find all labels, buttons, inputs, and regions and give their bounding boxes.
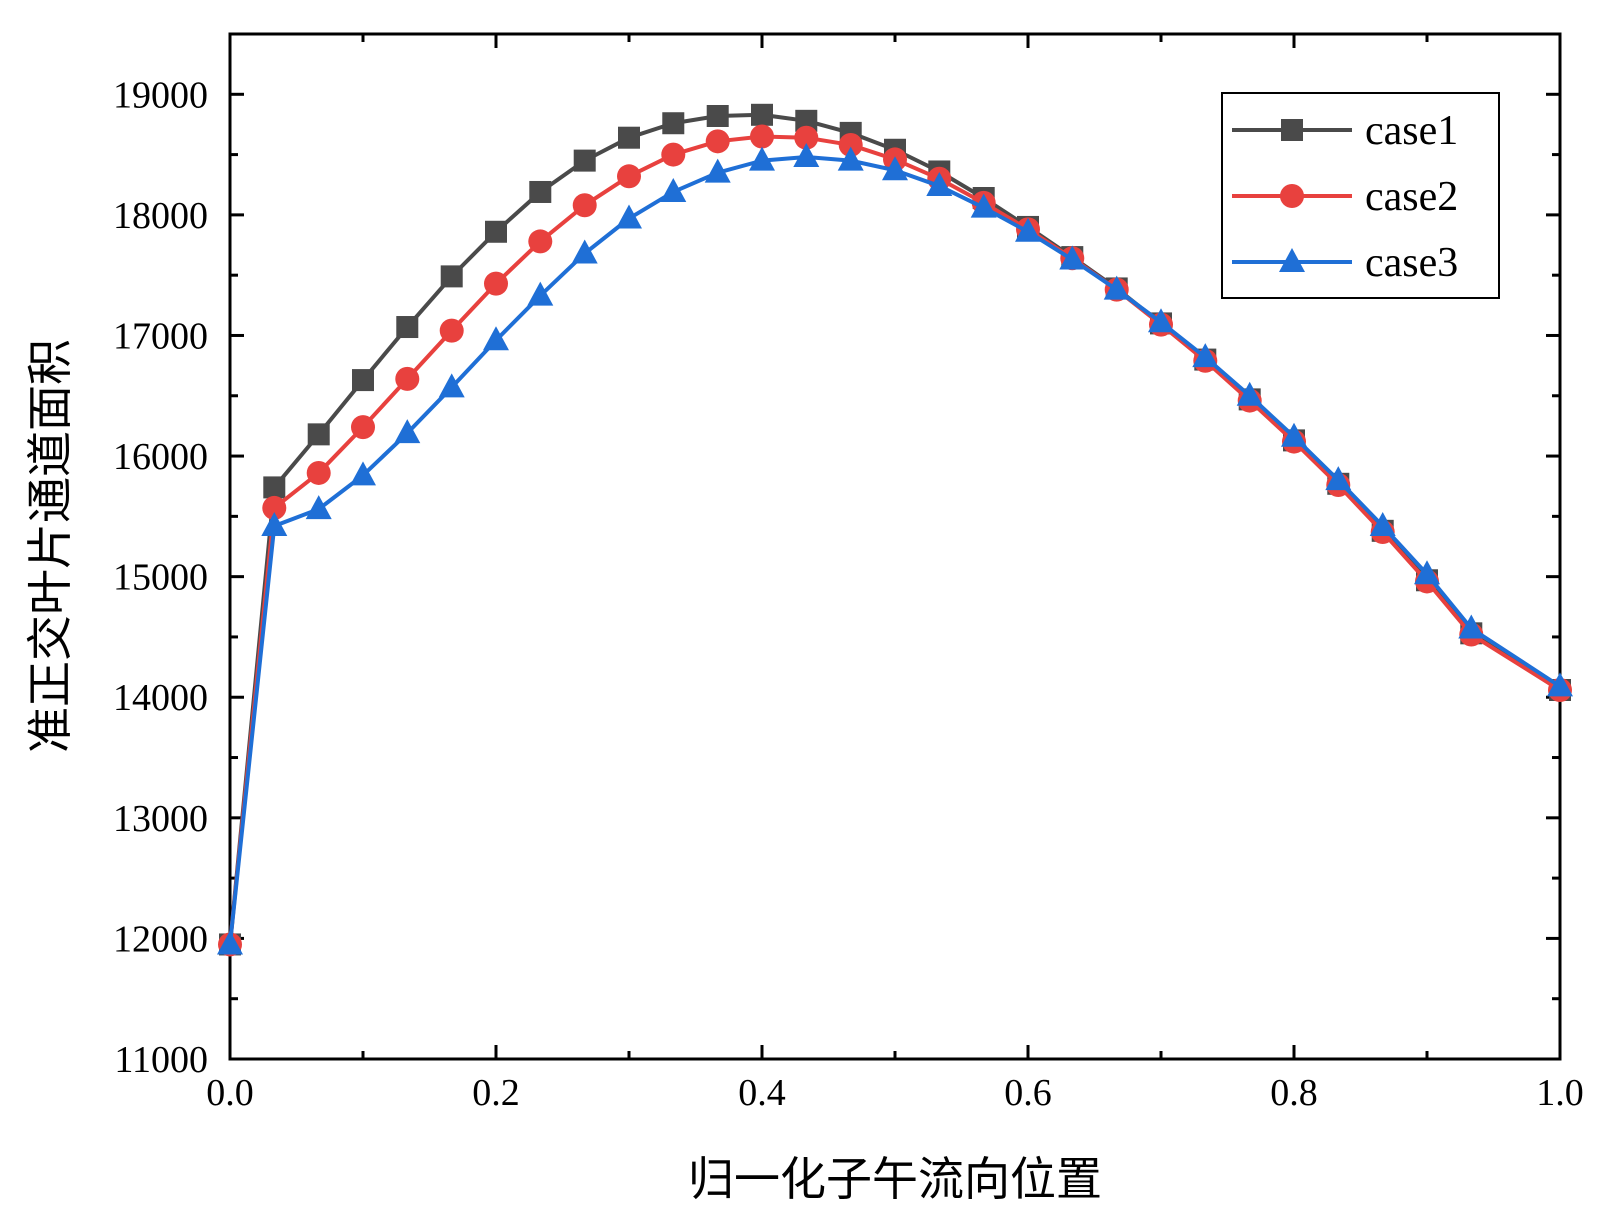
case1-point [529, 180, 552, 203]
case2-point [395, 366, 420, 391]
case2-point [572, 193, 597, 218]
case2-point [262, 495, 287, 520]
case2-point [838, 132, 863, 157]
legend: case1 case2 case3 [1221, 92, 1500, 299]
y-tick-label: 19000 [113, 74, 208, 116]
case1-point [618, 126, 640, 149]
case3-point [483, 326, 509, 351]
y-tick-label: 13000 [113, 798, 208, 840]
data-series [217, 103, 1573, 957]
x-tick-label: 1.0 [1536, 1072, 1584, 1114]
case3-point [217, 930, 243, 955]
case2-point [794, 125, 819, 150]
case2-point [306, 460, 331, 485]
case3-point [882, 156, 908, 181]
case2-point [528, 229, 553, 254]
y-tick-label: 15000 [113, 557, 208, 599]
case3-point [1458, 614, 1485, 639]
legend-item-case1: case1 [1232, 108, 1458, 154]
x-tick-label: 0.4 [738, 1072, 786, 1114]
series-case3 [217, 143, 1573, 955]
case3-point [1547, 672, 1573, 697]
axis-ticks: 0.0 0.2 0.4 0.6 0.8 1.0 11000 12000 13000 14000 15… [113, 32, 1584, 1114]
case1-point [485, 220, 507, 243]
x-tick-label: 0.0 [206, 1072, 254, 1114]
case1-point [751, 103, 773, 126]
case1-point [307, 423, 330, 446]
x-tick-label: 0.2 [472, 1072, 520, 1114]
legend-item-case3: case3 [1232, 240, 1458, 286]
case3-point [261, 512, 288, 536]
legend-swatch-marker [1281, 119, 1303, 141]
case3-point [1192, 343, 1219, 368]
case3-point [1281, 422, 1307, 447]
case3-point [1103, 275, 1130, 300]
case1-point [573, 149, 596, 172]
case3-point [616, 204, 642, 229]
case3-point [970, 193, 997, 218]
y-tick-label: 12000 [113, 918, 208, 960]
legend-label: case1 [1365, 108, 1458, 154]
y-tick-label: 14000 [113, 677, 208, 719]
case2-point [705, 129, 730, 154]
case3-point [394, 419, 421, 444]
case1-point [706, 105, 729, 127]
legend-item-case2: case2 [1232, 174, 1458, 220]
case2-point [351, 415, 375, 440]
case3-point [1414, 560, 1440, 585]
case1-point [396, 316, 419, 339]
case2-point [661, 142, 686, 167]
case2-point [439, 318, 464, 343]
case1-point [795, 109, 818, 132]
case3-point [305, 495, 332, 520]
case3-point [350, 461, 376, 486]
y-tick-label: 11000 [114, 1039, 208, 1081]
legend-label: case3 [1365, 240, 1458, 286]
y-tick-label: 18000 [113, 195, 208, 237]
case3-point [926, 171, 953, 196]
case3-point [527, 281, 554, 306]
case3-point [438, 373, 465, 398]
case3-point [749, 146, 775, 171]
case3-point [660, 177, 687, 202]
case3-point [571, 239, 598, 264]
y-axis-title: 准正交叶片通道面积 [23, 339, 77, 753]
case3-point [1369, 512, 1396, 536]
case2-point [750, 124, 774, 149]
y-tick-label: 16000 [113, 436, 208, 478]
x-tick-label: 0.8 [1270, 1072, 1318, 1114]
case3-point [1059, 245, 1086, 270]
case1-point [662, 112, 685, 135]
legend-label: case2 [1365, 174, 1458, 220]
case3-point [837, 146, 864, 171]
case1-point [440, 265, 463, 288]
case2-point [484, 271, 508, 296]
legend-swatch-marker [1280, 184, 1304, 208]
x-axis-title: 归一化子午流向位置 [688, 1152, 1102, 1206]
case3-point [1015, 217, 1041, 242]
case3-point [1325, 466, 1352, 491]
case3-point [793, 143, 820, 167]
case1-point [263, 476, 286, 499]
case3-point [1236, 381, 1263, 406]
case3-point [1148, 308, 1174, 333]
y-tick-label: 17000 [113, 315, 208, 357]
case3-point [704, 158, 731, 183]
legend-swatch-marker [1279, 248, 1305, 272]
case1-point [352, 369, 374, 392]
x-tick-label: 0.6 [1004, 1072, 1052, 1114]
case2-point [617, 164, 641, 189]
